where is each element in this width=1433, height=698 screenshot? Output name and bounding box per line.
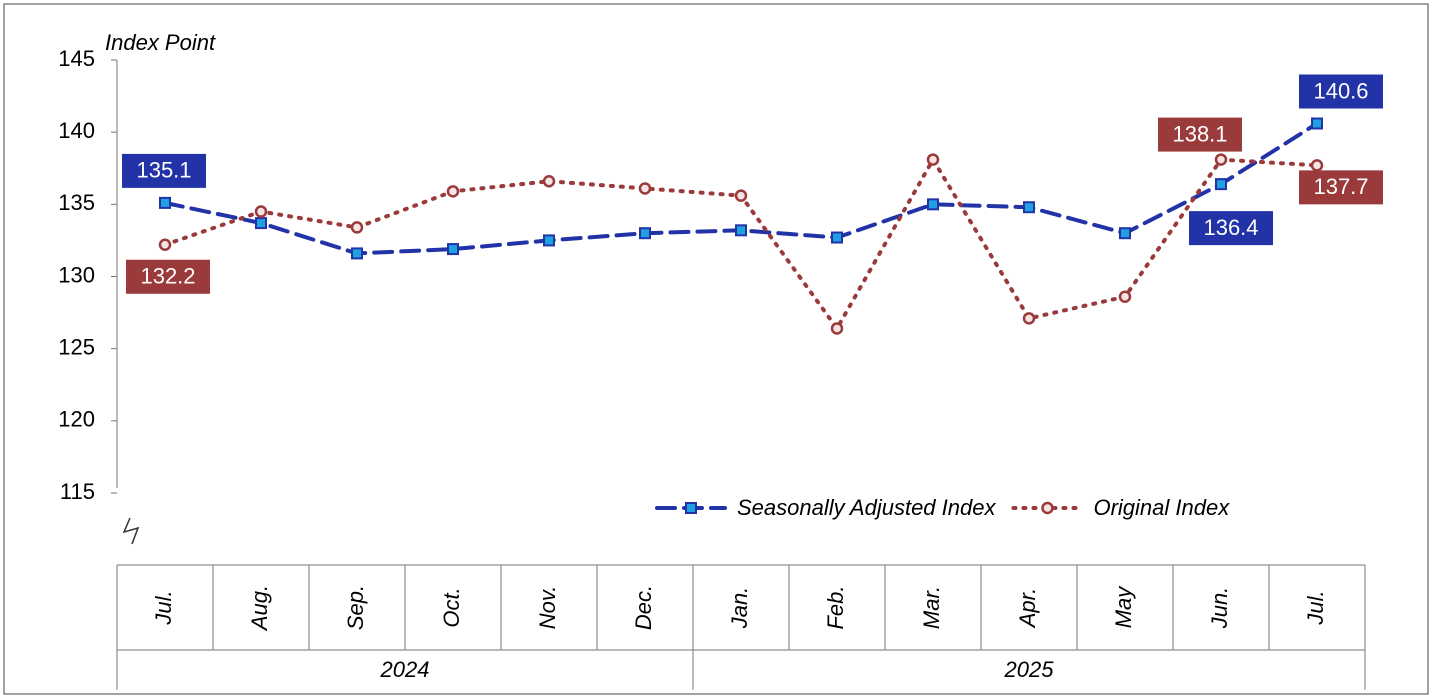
marker bbox=[350, 221, 364, 234]
x-tick-label: Apr. bbox=[1015, 588, 1040, 630]
legend-marker bbox=[685, 502, 697, 514]
marker bbox=[447, 243, 459, 256]
data-label-box bbox=[1158, 117, 1242, 152]
x-tick-label: Oct. bbox=[439, 587, 464, 627]
x-tick-label: Nov. bbox=[535, 586, 560, 630]
axis-break bbox=[90, 490, 160, 580]
data-label: 132.2 bbox=[140, 264, 195, 289]
marker bbox=[543, 234, 555, 247]
marker bbox=[351, 247, 363, 260]
y-tick-label: 120 bbox=[58, 407, 95, 432]
data-label: 140.6 bbox=[1313, 78, 1368, 103]
marker bbox=[639, 227, 651, 240]
marker bbox=[1023, 201, 1035, 214]
data-label-box bbox=[122, 153, 206, 188]
marker bbox=[158, 238, 172, 251]
marker bbox=[830, 322, 844, 335]
x-tick-label: Feb. bbox=[823, 585, 848, 629]
x-tick-label: Jan. bbox=[727, 587, 752, 630]
marker bbox=[927, 198, 939, 211]
y-tick-label: 115 bbox=[60, 479, 95, 504]
marker bbox=[159, 196, 171, 209]
year-label: 2025 bbox=[1004, 657, 1055, 682]
marker bbox=[735, 224, 747, 237]
series-line bbox=[163, 155, 1319, 333]
data-label-box bbox=[1189, 211, 1273, 246]
marker bbox=[1022, 312, 1036, 325]
y-tick-label: 135 bbox=[58, 190, 95, 215]
data-label-box bbox=[1299, 170, 1383, 205]
x-tick-label: Jul. bbox=[151, 590, 176, 625]
frame bbox=[3, 3, 1429, 695]
x-tick-label: Aug. bbox=[247, 585, 272, 632]
marker bbox=[1214, 153, 1228, 166]
data-label: 135.1 bbox=[136, 158, 191, 183]
data-label: 136.4 bbox=[1203, 215, 1258, 240]
y-tick-label: 140 bbox=[58, 118, 95, 143]
marker bbox=[831, 231, 843, 244]
marker bbox=[1119, 227, 1131, 240]
marker bbox=[446, 185, 460, 198]
x-tick-label: Dec. bbox=[631, 585, 656, 630]
marker bbox=[734, 189, 748, 202]
legend-marker bbox=[1041, 501, 1054, 515]
x-tick-label: Jul. bbox=[1303, 590, 1328, 625]
x-tick-label: May bbox=[1111, 585, 1136, 629]
y-tick-label: 125 bbox=[58, 334, 95, 359]
marker bbox=[255, 217, 267, 230]
x-tick-label: Jun. bbox=[1207, 587, 1232, 630]
data-label: 138.1 bbox=[1172, 121, 1227, 146]
data-label-box bbox=[126, 259, 210, 294]
marker bbox=[1118, 290, 1132, 303]
x-tick-label: Mar. bbox=[919, 586, 944, 629]
marker bbox=[926, 153, 940, 166]
marker bbox=[542, 174, 556, 188]
marker bbox=[1310, 159, 1324, 172]
axis-break-mark bbox=[122, 517, 140, 545]
legend-label: Seasonally Adjusted Index bbox=[737, 495, 996, 520]
marker bbox=[1215, 178, 1227, 191]
y-tick-label: 145 bbox=[58, 46, 95, 71]
marker bbox=[1311, 117, 1323, 130]
y-axis-label: Index Point bbox=[105, 30, 216, 55]
marker bbox=[254, 205, 268, 218]
legend-label: Original Index bbox=[1093, 495, 1230, 520]
x-tick-label: Sep. bbox=[343, 585, 368, 630]
marker bbox=[638, 182, 652, 195]
data-label: 137.7 bbox=[1313, 174, 1368, 199]
year-label: 2024 bbox=[380, 657, 430, 682]
data-label-box bbox=[1299, 74, 1383, 109]
y-tick-label: 130 bbox=[58, 262, 95, 287]
